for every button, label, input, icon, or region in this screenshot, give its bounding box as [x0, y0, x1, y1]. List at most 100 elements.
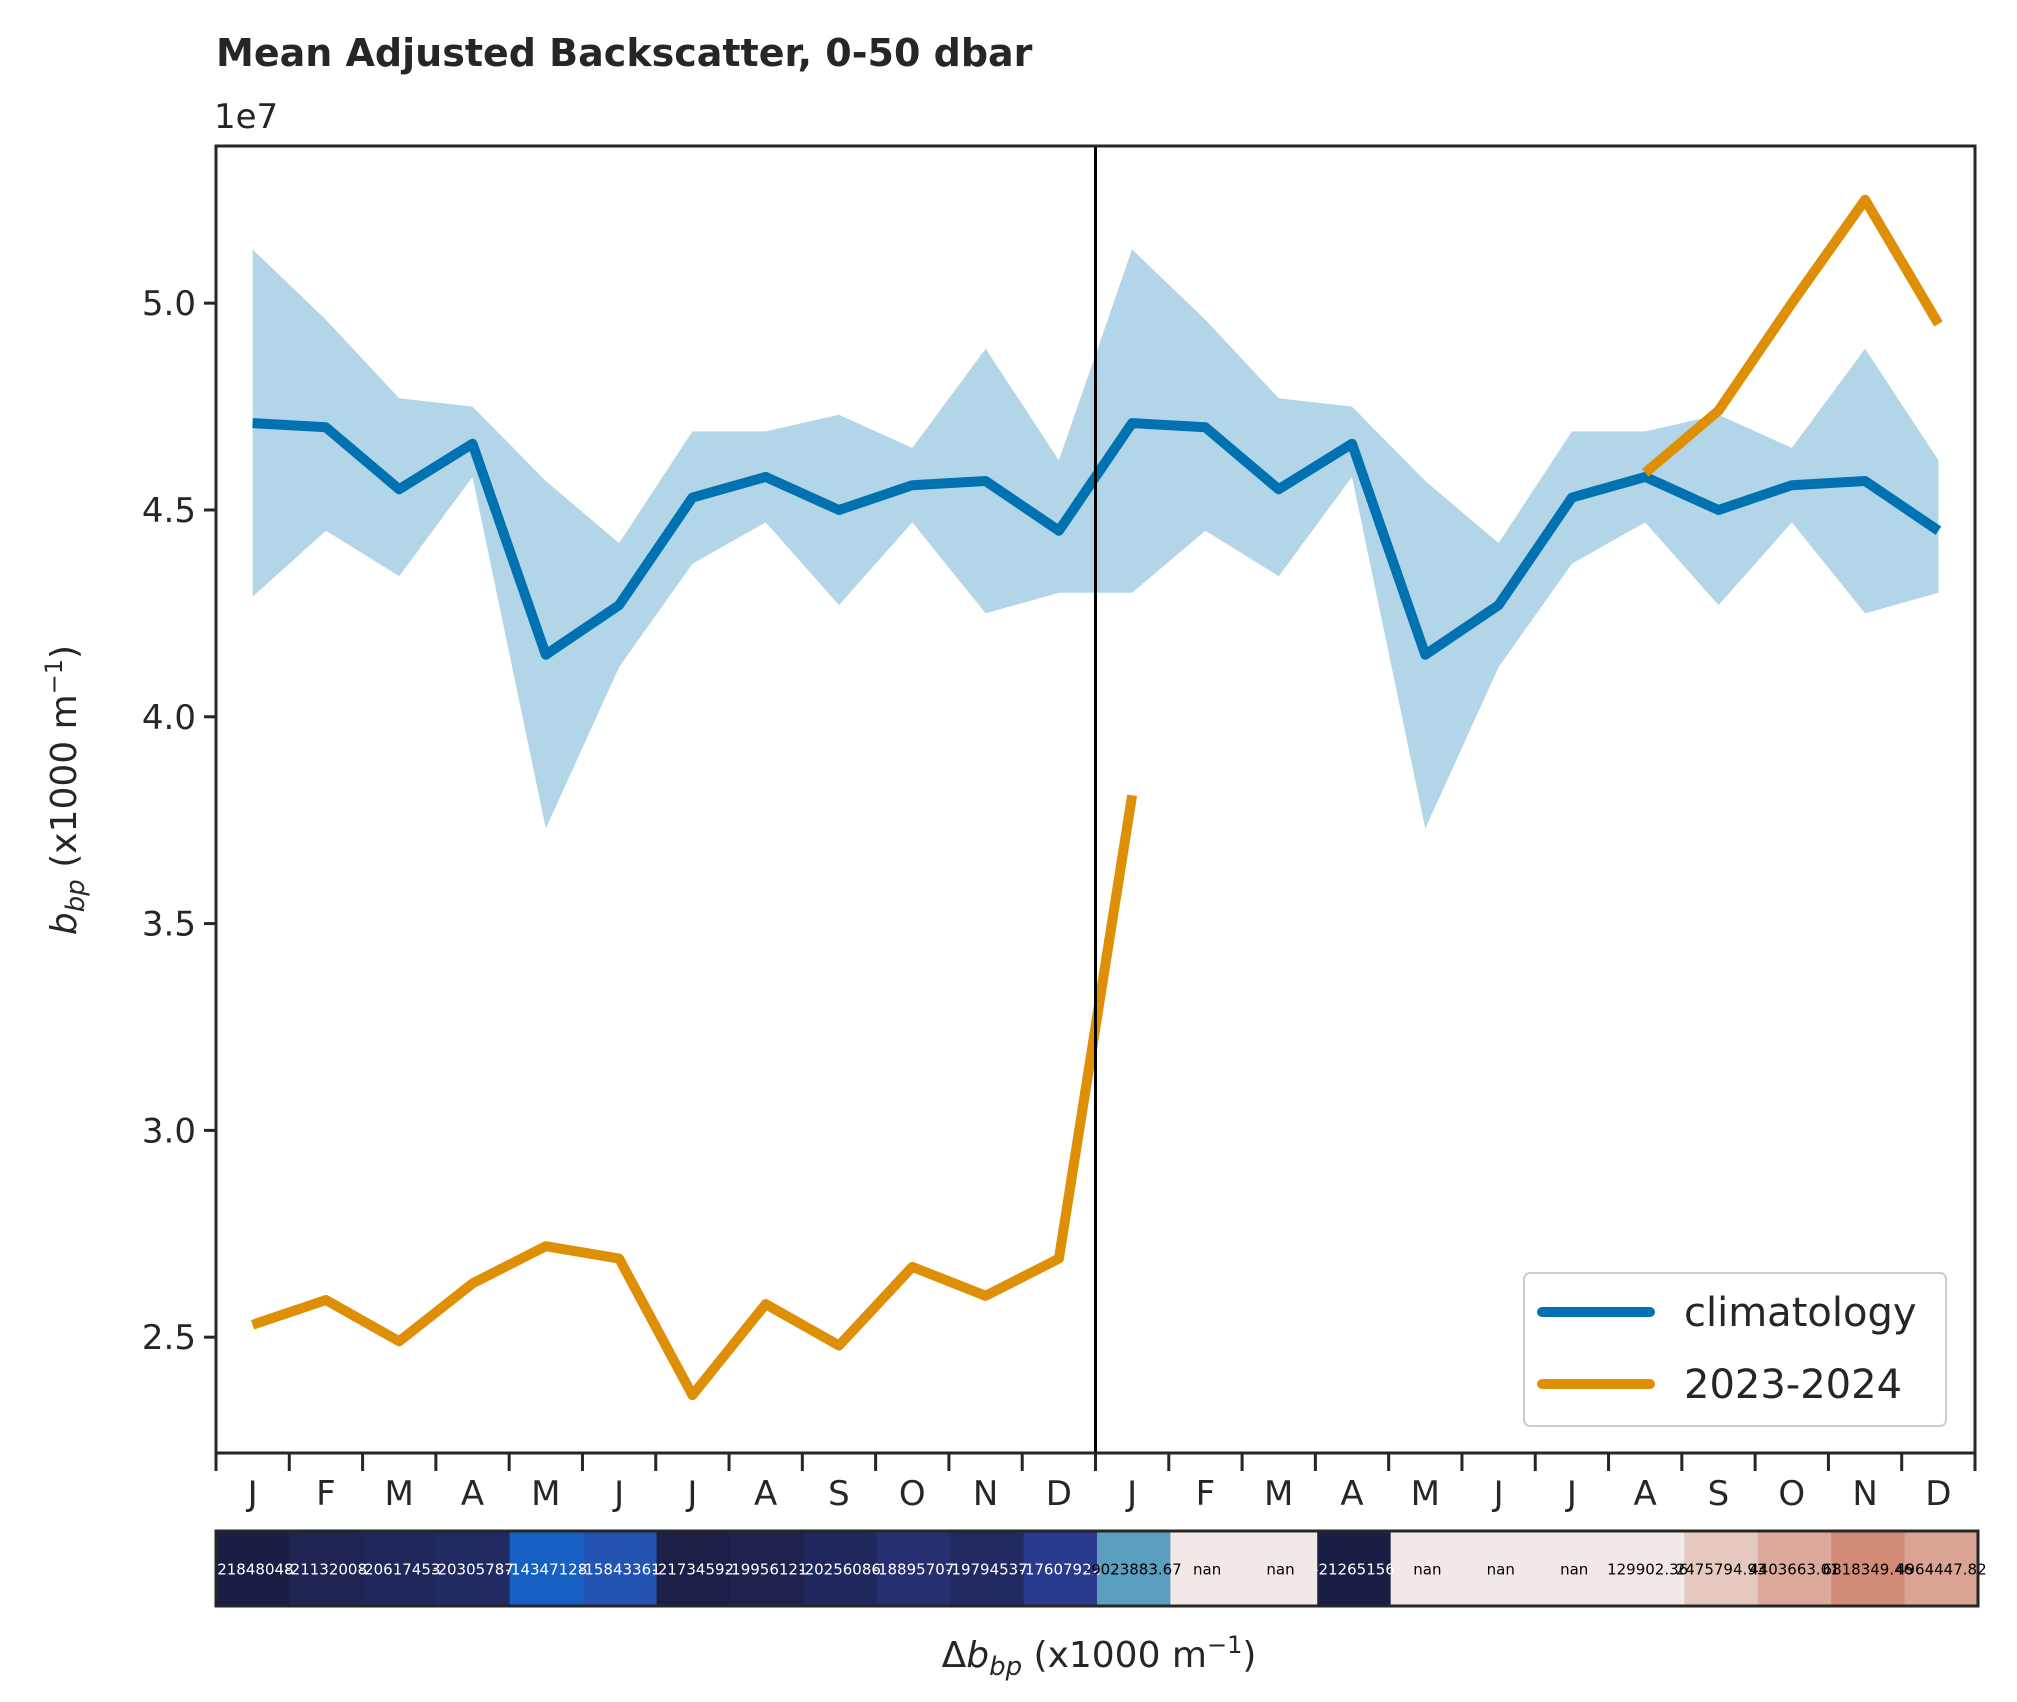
anomaly-cell: [1170, 1531, 1245, 1606]
y-tick-label: 4.0: [142, 698, 196, 738]
legend: climatology 2023-2024: [1523, 1272, 1947, 1427]
anomaly-strip-frame: [214, 1529, 1980, 1608]
y-tick-label: 4.5: [142, 491, 196, 531]
anomaly-cell-label: -20256086: [799, 1561, 881, 1579]
x-tick-label: N: [973, 1474, 998, 1514]
anomaly-axis-label-superscript: −1: [1207, 1631, 1242, 1659]
anomaly-cell-label: -18895707: [873, 1561, 955, 1579]
anomaly-cell-label: -20617453: [359, 1561, 441, 1579]
anomaly-cell-label: -17607922: [1019, 1561, 1101, 1579]
legend-label-climatology: climatology: [1684, 1290, 1917, 1336]
anomaly-cell: [1464, 1531, 1539, 1606]
anomaly-axis-label-subscript: bp: [989, 1652, 1022, 1682]
x-tick-label: D: [1046, 1474, 1072, 1514]
x-tick-label: M: [1411, 1474, 1440, 1514]
anomaly-cell-label: -19794537: [946, 1561, 1028, 1579]
anomaly-cell-label: nan: [1487, 1561, 1515, 1579]
anomaly-cell: [1684, 1531, 1759, 1606]
y-axis: 2.5 3.0 3.5 4.0 4.5 5.0: [142, 284, 216, 1358]
x-tick-label: O: [1778, 1474, 1805, 1514]
anomaly-cell: [1097, 1531, 1172, 1606]
anomaly-cell-label: -21132008: [285, 1561, 367, 1579]
anomaly-cell-label: -14347128: [505, 1561, 587, 1579]
anomaly-cell: [950, 1531, 1025, 1606]
anomaly-cell-label: nan: [1193, 1561, 1221, 1579]
anomaly-cell-label: nan: [1266, 1561, 1294, 1579]
anomaly-axis-label-units: (x1000 m: [1022, 1635, 1207, 1676]
anomaly-cell-label: -21848048: [212, 1561, 294, 1579]
y-axis-label-units: (x1000 m: [44, 694, 85, 879]
anomaly-cell-label: 129902.36: [1607, 1561, 1688, 1579]
x-tick-label: A: [1340, 1474, 1363, 1514]
anomaly-cell-label: 6818349.46: [1823, 1561, 1914, 1579]
anomaly-cell: [216, 1531, 291, 1606]
anomaly-cell-label: -21265156: [1313, 1561, 1395, 1579]
x-tick-label: A: [1634, 1474, 1657, 1514]
y-tick-label: 2.5: [142, 1318, 196, 1358]
anomaly-cell: [1023, 1531, 1098, 1606]
x-tick-label: M: [531, 1474, 560, 1514]
y-tick-label: 3.0: [142, 1111, 196, 1151]
anomaly-cell: [1610, 1531, 1685, 1606]
x-tick-label: J: [612, 1474, 624, 1514]
x-tick-label: J: [1565, 1474, 1577, 1514]
anomaly-cell: [583, 1531, 658, 1606]
legend-label-2023-2024: 2023-2024: [1684, 1362, 1902, 1408]
y-axis-label-subscript: bp: [61, 879, 91, 912]
anomaly-cell: [509, 1531, 584, 1606]
anomaly-cell-label: -19956121: [726, 1561, 808, 1579]
x-tick-label: F: [316, 1474, 336, 1514]
y-tick-label: 3.5: [142, 905, 196, 945]
x-tick-label: S: [1708, 1474, 1730, 1514]
y-offset-text: 1e7: [214, 97, 278, 137]
x-tick-label: A: [461, 1474, 484, 1514]
y-axis-label-superscript: −1: [40, 659, 68, 694]
y-axis-label-symbol: b: [44, 912, 85, 935]
anomaly-cell: [1390, 1531, 1465, 1606]
anomaly-cell: [876, 1531, 951, 1606]
x-tick-label: M: [1264, 1474, 1293, 1514]
anomaly-axis-label: Δbbp (x1000 m−1): [942, 1631, 1257, 1682]
x-tick-label: J: [685, 1474, 697, 1514]
anomaly-cell: [289, 1531, 364, 1606]
anomaly-cell-label: 4964447.82: [1896, 1561, 1987, 1579]
x-tick-label: M: [385, 1474, 414, 1514]
x-tick-label: N: [1852, 1474, 1877, 1514]
x-tick-label: J: [1125, 1474, 1137, 1514]
anomaly-cell: [436, 1531, 511, 1606]
y-tick-label: 5.0: [142, 284, 196, 324]
anomaly-cell: [1904, 1531, 1979, 1606]
anomaly-cell: [1831, 1531, 1906, 1606]
anomaly-cell: [1757, 1531, 1832, 1606]
anomaly-cell: [1243, 1531, 1318, 1606]
anomaly-cell-label: 2475794.93: [1676, 1561, 1767, 1579]
anomaly-cell: [729, 1531, 804, 1606]
anomaly-cell-label: nan: [1413, 1561, 1441, 1579]
anomaly-cell-label: -21734592: [652, 1561, 734, 1579]
anomaly-cell: [656, 1531, 731, 1606]
x-tick-label: A: [754, 1474, 777, 1514]
x-tick-label: O: [899, 1474, 926, 1514]
anomaly-cell: [803, 1531, 878, 1606]
x-tick-label: D: [1925, 1474, 1951, 1514]
anomaly-cell: [1537, 1531, 1612, 1606]
anomaly-cell-label: 4403663.01: [1749, 1561, 1840, 1579]
anomaly-axis-label-close: ): [1242, 1635, 1256, 1676]
y-axis-label: bbp (x1000 m−1): [40, 645, 91, 935]
anomaly-cell: [362, 1531, 437, 1606]
x-tick-label: J: [1492, 1474, 1504, 1514]
anomaly-cell: [1317, 1531, 1392, 1606]
anomaly-strip: -21848048-21132008-20617453-20305787-143…: [212, 1531, 1987, 1606]
anomaly-cell-label: -20305787: [432, 1561, 514, 1579]
anomaly-axis-label-delta: Δ: [942, 1635, 967, 1676]
chart-title: Mean Adjusted Backscatter, 0-50 dbar: [216, 31, 1033, 75]
series-line-2023-2024: [250, 194, 1943, 1401]
x-tick-label: S: [828, 1474, 850, 1514]
y-axis-label-close: ): [44, 645, 85, 659]
anomaly-cell-label: -9023883.67: [1086, 1561, 1182, 1579]
anomaly-cell-label: -15843361: [579, 1561, 661, 1579]
anomaly-cell-label: nan: [1560, 1561, 1588, 1579]
x-tick-label: J: [246, 1474, 258, 1514]
